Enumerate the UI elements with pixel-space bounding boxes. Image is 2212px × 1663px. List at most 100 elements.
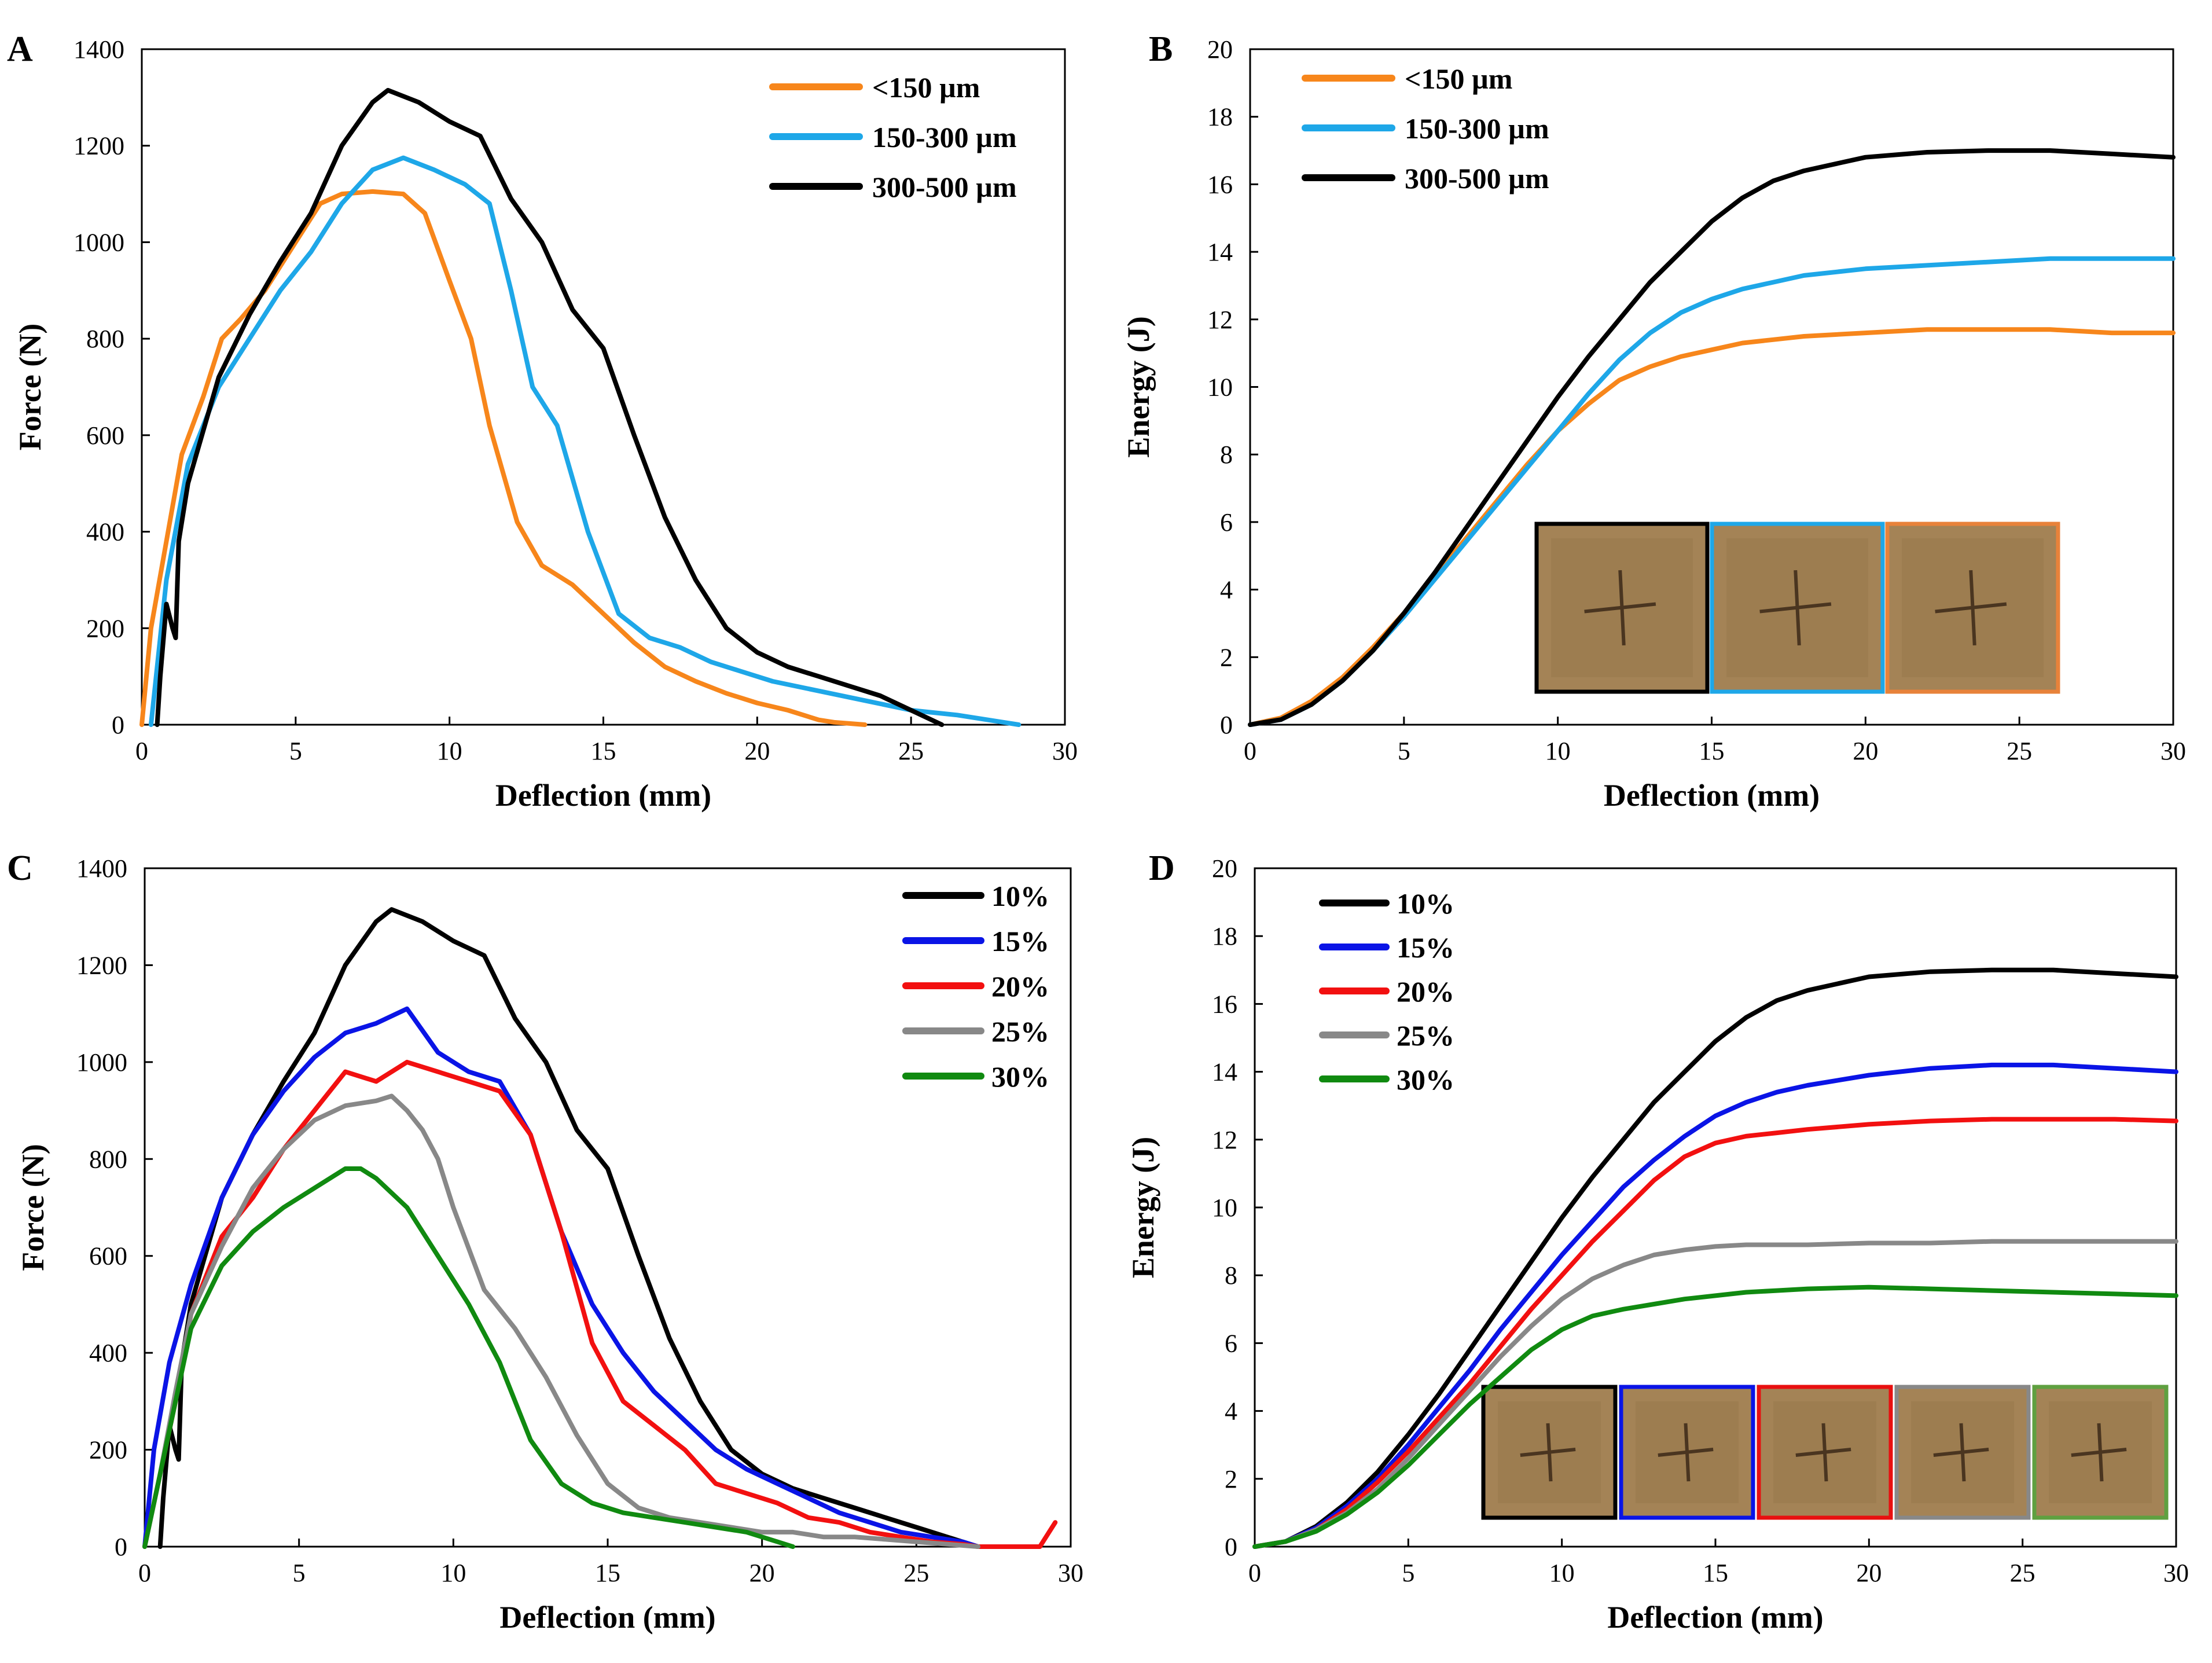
legend-label: 150-300 µm [872, 121, 1017, 153]
y-tick-label: 1400 [74, 35, 124, 64]
y-tick-label: 12 [1212, 1126, 1237, 1154]
panel-letter: B [1149, 30, 1173, 69]
x-axis-label: Deflection (mm) [495, 778, 711, 813]
x-tick-label: 30 [2163, 1559, 2189, 1587]
x-axis-label: Deflection (mm) [1607, 1600, 1823, 1635]
y-tick-label: 18 [1212, 922, 1237, 950]
series-line-3 [1248, 148, 2176, 727]
legend-label: 30% [991, 1060, 1049, 1093]
y-tick-label: 20 [1212, 854, 1237, 883]
charts-layer: A0 5 10 15 20 25 300200400600800100012001400De… [7, 30, 2189, 1635]
y-tick-label: 1200 [74, 132, 124, 160]
legend-label: 30% [1397, 1063, 1454, 1096]
x-tick-label: 10 [1549, 1559, 1575, 1587]
inset-crack [1520, 1423, 1576, 1482]
y-axis-label: Energy (J) [1121, 316, 1156, 457]
y-tick-label: 2 [1220, 643, 1233, 671]
y-tick-label: 16 [1207, 170, 1233, 199]
panel-d: D 0 5 10 15 20 25 30 0 2 4 6 8 10 12 14 16 18 20 Deflection… [1126, 849, 2189, 1635]
inset-crack [1759, 570, 1832, 646]
legend-label: 10% [1397, 887, 1454, 920]
x-tick-label: 10 [440, 1559, 466, 1587]
y-tick-label: 0 [1225, 1533, 1237, 1561]
x-tick-label: 20 [1856, 1559, 1882, 1587]
x-tick-label: 20 [749, 1559, 775, 1587]
inset-photo [2032, 1385, 2169, 1520]
series-line-4 [142, 1093, 980, 1549]
x-tick-label: 15 [1703, 1559, 1728, 1587]
series-line-1 [139, 189, 868, 727]
x-tick-label: 5 [1402, 1559, 1414, 1587]
legend-label: 150-300 µm [1405, 112, 1549, 145]
legend-label: 300-500 µm [872, 171, 1017, 203]
inset-crack [1658, 1423, 1714, 1482]
y-tick-label: 14 [1207, 238, 1233, 266]
inset-photo [1710, 522, 1885, 694]
panel-b: B 0 5 10 15 20 25 30 0 2 4 6 8 10 12 14 16 18 20 Deflection… [1121, 30, 2186, 813]
y-tick-label: 0 [1220, 711, 1233, 739]
panel-letter: A [7, 30, 33, 69]
y-tick-label: 14 [1212, 1058, 1237, 1086]
legend-label: 25% [1397, 1019, 1454, 1052]
inset-photo [1757, 1385, 1893, 1520]
y-tick-label: 8 [1225, 1261, 1237, 1290]
y-tick-label: 200 [86, 614, 124, 643]
y-tick-label: 800 [89, 1145, 127, 1173]
inset-crack [1584, 570, 1656, 646]
x-tick-label: 0 [135, 737, 148, 765]
y-tick-label: 2 [1225, 1465, 1237, 1493]
y-axis-label: Force (N) [13, 324, 47, 450]
y-axis-label: Energy (J) [1126, 1137, 1160, 1278]
x-axis-label: Deflection (mm) [499, 1600, 715, 1635]
x-tick-label: 25 [2007, 737, 2032, 765]
x-axis-label: Deflection (mm) [1604, 778, 1820, 813]
legend-label: 15% [991, 925, 1049, 957]
series-line-3 [155, 87, 945, 727]
y-tick-label: 1000 [74, 228, 124, 256]
y-tick-label: 10 [1207, 373, 1233, 402]
inset-photo [1534, 522, 1710, 694]
series-line-2 [1252, 1062, 2178, 1549]
series-line-2 [148, 155, 1022, 727]
x-tick-label: 15 [591, 737, 616, 765]
inset-photo [1481, 1385, 1618, 1520]
y-tick-label: 0 [115, 1533, 127, 1561]
x-tick-label: 20 [1853, 737, 1878, 765]
y-tick-label: 12 [1207, 306, 1233, 334]
x-tick-label: 0 [1244, 737, 1256, 765]
inset-crack [1795, 1423, 1851, 1482]
y-tick-label: 6 [1225, 1329, 1237, 1357]
legend-label: 20% [1397, 975, 1454, 1008]
series-line-4 [1252, 1239, 2178, 1549]
inset-photo [1885, 522, 2060, 694]
x-tick-label: 25 [898, 737, 924, 765]
x-tick-label: 5 [289, 737, 302, 765]
panel-c: C 0 5 10 15 20 25 30 0 200 400 600 800 1000 1200 1400 De… [7, 849, 1083, 1635]
x-tick-label: 5 [1398, 737, 1410, 765]
y-tick-label: 1000 [76, 1048, 127, 1077]
inset-crack [2071, 1423, 2127, 1482]
x-tick-label: 5 [293, 1559, 306, 1587]
inset-crack [1933, 1423, 1989, 1482]
x-tick-label: 30 [2160, 737, 2186, 765]
inset-photo [1619, 1385, 1755, 1520]
y-tick-label: 1200 [76, 951, 127, 979]
y-tick-label: 200 [89, 1436, 127, 1464]
legend-label: <150 µm [1405, 63, 1512, 95]
x-tick-label: 15 [1699, 737, 1725, 765]
x-tick-label: 0 [138, 1559, 151, 1587]
y-tick-label: 400 [89, 1339, 127, 1367]
y-tick-label: 1400 [76, 854, 127, 883]
series-line-5 [142, 1166, 795, 1549]
panel-letter: D [1149, 849, 1175, 888]
y-tick-label: 800 [86, 325, 124, 353]
y-tick-label: 6 [1220, 508, 1233, 537]
y-tick-label: 400 [86, 518, 124, 546]
y-tick-label: 4 [1220, 576, 1233, 604]
x-tick-label: 20 [744, 737, 770, 765]
x-tick-label: 25 [903, 1559, 929, 1587]
x-tick-label: 0 [1248, 1559, 1261, 1587]
legend-label: <150 µm [872, 71, 980, 104]
panel-a: A 0 5 10 15 20 25 30 0 200 400 600 800 1000 1200 1400 De… [7, 30, 1078, 813]
